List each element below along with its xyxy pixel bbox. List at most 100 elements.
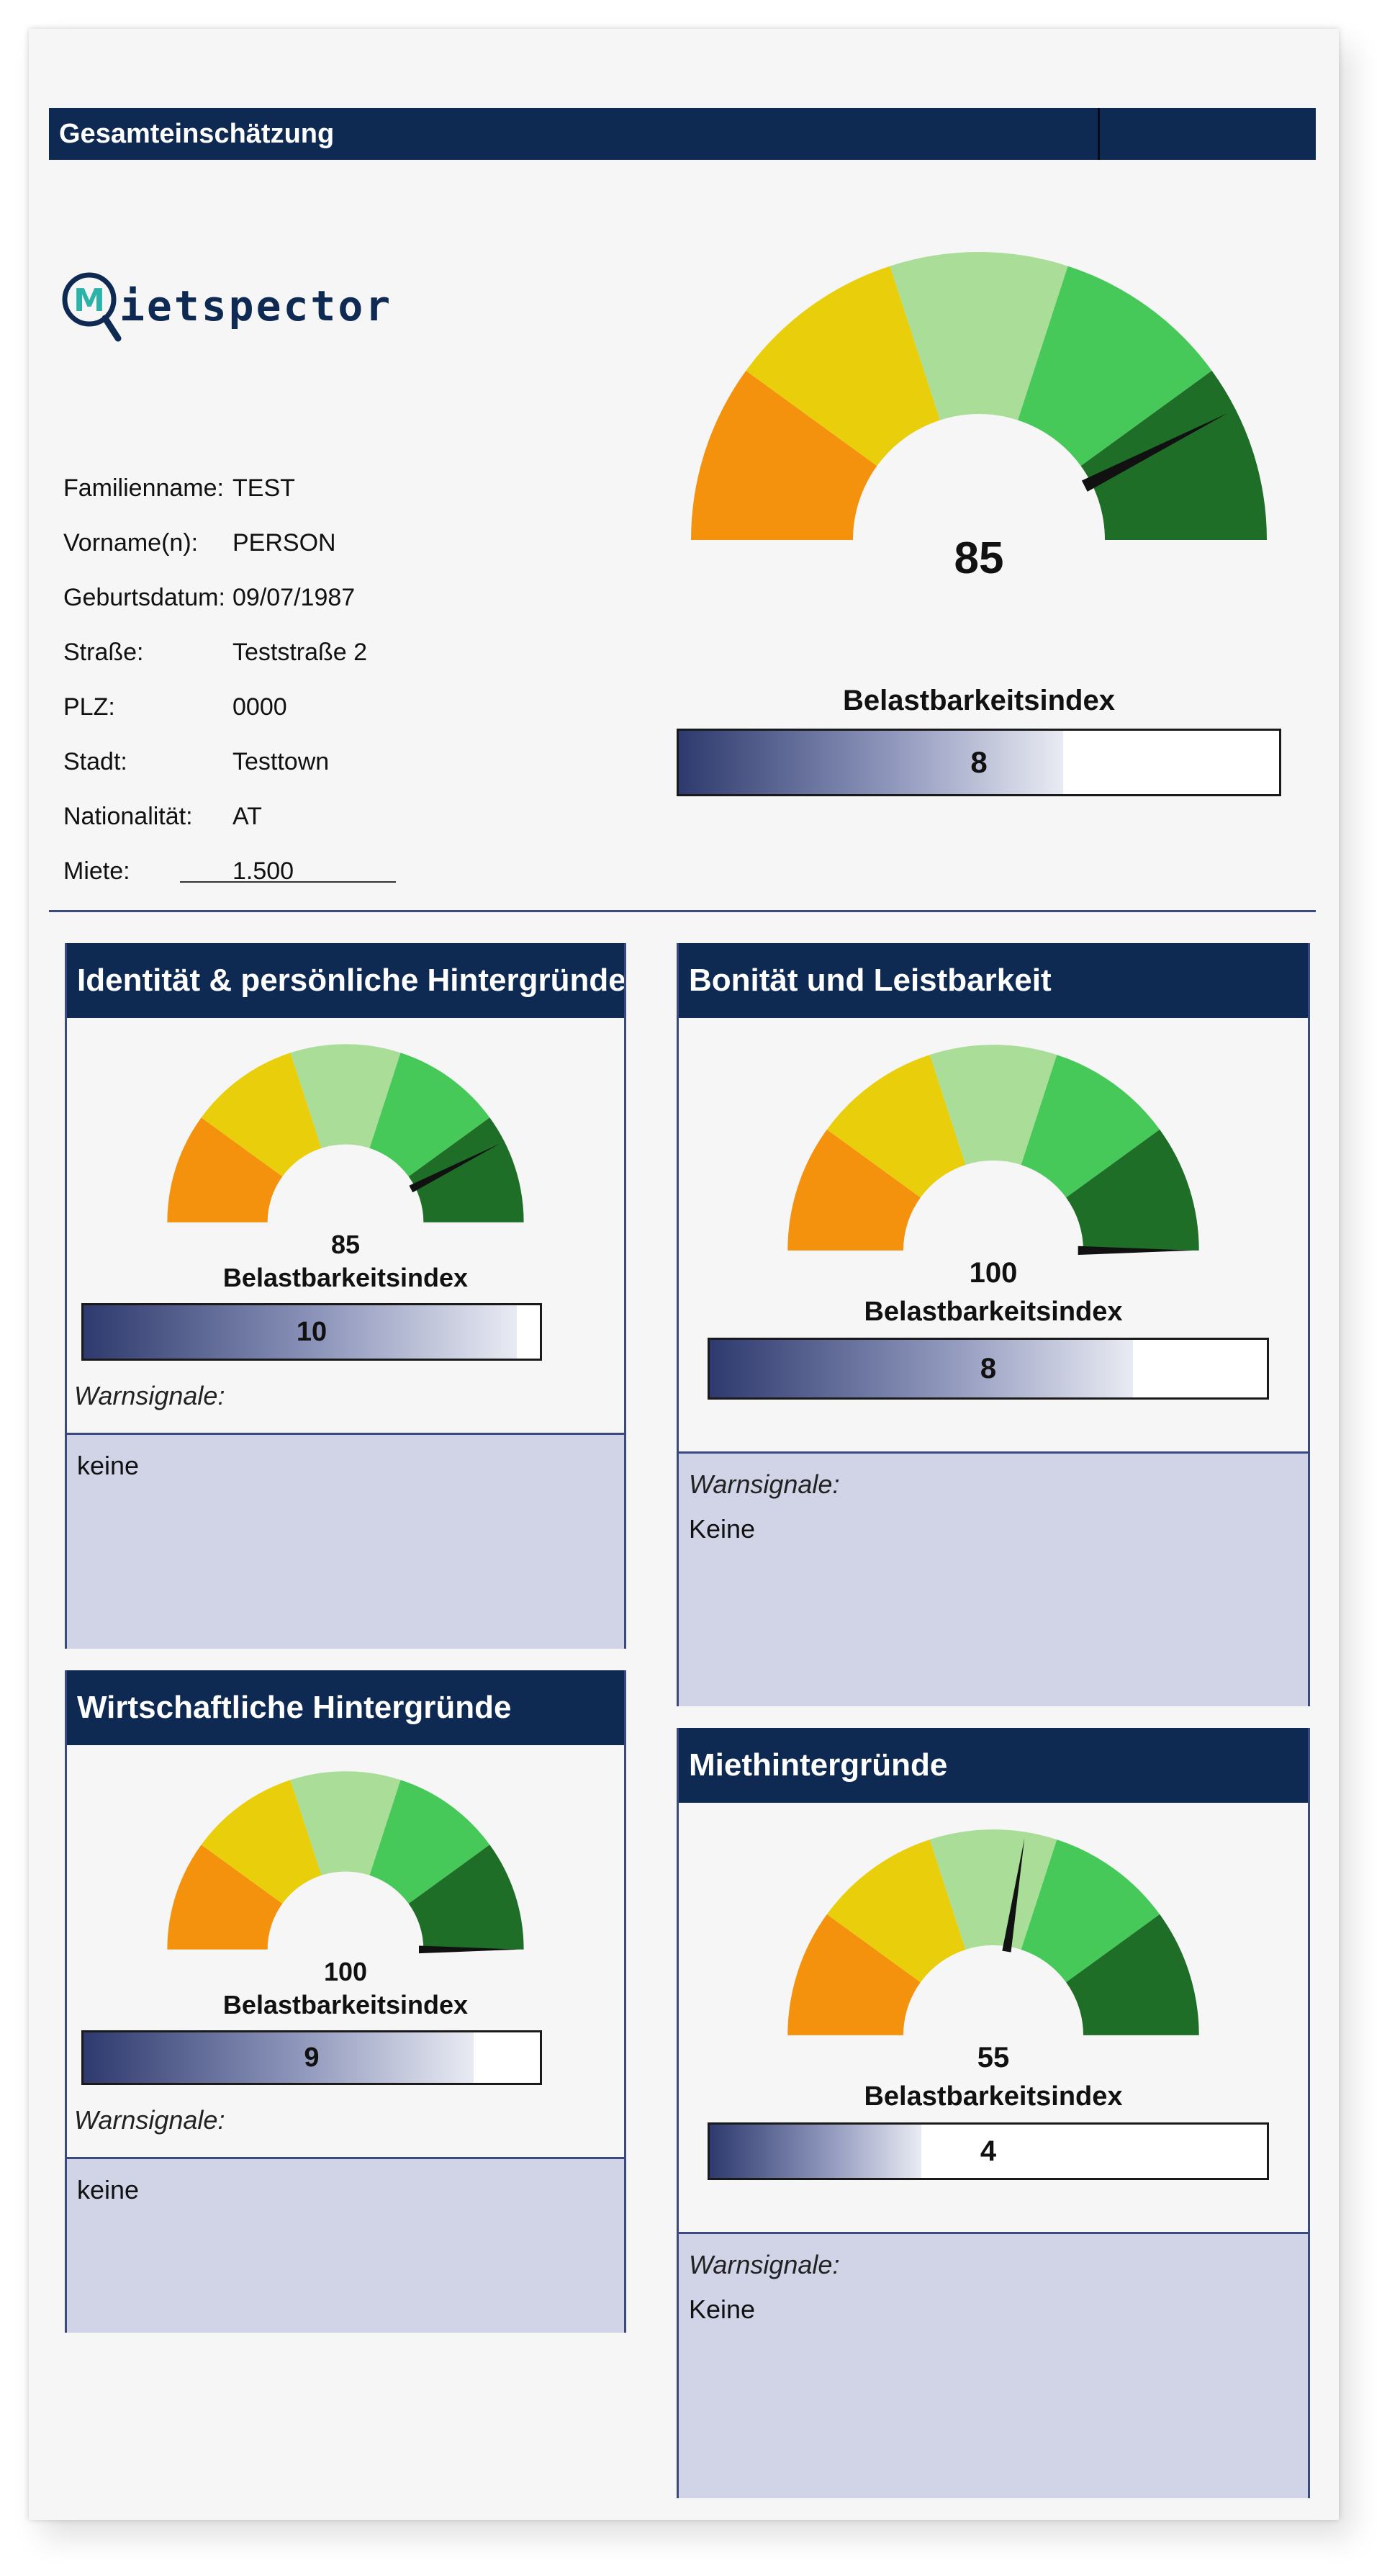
overall-gauge-segment	[1018, 266, 1212, 467]
credit-index-label: Belastbarkeitsindex	[864, 1297, 1123, 1327]
credit-warn-text: Keine	[689, 1514, 756, 1544]
info-row: Miete: 1.500	[63, 844, 367, 899]
magnifier-logo-icon: M	[62, 272, 122, 342]
info-label: Geburtsdatum:	[63, 583, 225, 611]
rental-warn-box: Warnsignale: Keine	[679, 2232, 1308, 2498]
economic-score: 100	[323, 1957, 368, 1986]
economic-index-label: Belastbarkeitsindex	[222, 1990, 469, 2019]
info-row: Vorname(n): PERSON	[63, 515, 367, 570]
identity-warn-box: keine	[67, 1433, 624, 1649]
identity-gauge-segment	[290, 1044, 401, 1148]
credit-index-fill	[710, 1340, 1134, 1397]
rental-index-value: 4	[980, 2135, 997, 2167]
economic-panel-title: Wirtschaftliche Hintergründe	[67, 1670, 624, 1745]
overall-gauge-segment	[691, 370, 877, 540]
logo-mark: M	[73, 282, 105, 319]
info-row: Familienname: TEST	[63, 461, 367, 515]
info-row: Geburtsdatum: 09/07/1987	[63, 570, 367, 625]
economic-gauge-segment	[167, 1845, 283, 1950]
banner-divider	[1098, 108, 1100, 160]
rental-score-gauge	[787, 1829, 1199, 2035]
info-value: 09/07/1987	[232, 583, 356, 611]
rental-gauge-segment	[1066, 1914, 1199, 2035]
economic-score-gauge	[167, 1771, 524, 1954]
rental-gauge-segment	[787, 1914, 921, 2035]
credit-warn-title: Warnsignale:	[689, 1469, 840, 1499]
rental-warn-title: Warnsignale:	[689, 2250, 840, 2279]
personal-info: Familienname: TEST Vorname(n): PERSON Geburt…	[63, 461, 367, 899]
overall-index-value: 8	[970, 745, 988, 779]
info-value: Teststraße 2	[232, 638, 368, 666]
economic-warn-box: keine	[67, 2157, 624, 2333]
identity-gauge-segment	[369, 1053, 490, 1177]
identity-warn-text: keine	[77, 1451, 140, 1480]
rental-gauge-segment	[929, 1829, 1057, 1950]
info-row: Nationalität: AT	[63, 789, 367, 844]
info-label: Vorname(n):	[63, 528, 199, 557]
info-label: Straße:	[63, 638, 144, 666]
info-value: Testtown	[232, 747, 330, 775]
economic-warn-title: Warnsignale:	[74, 2105, 225, 2135]
rental-index-bar: 4	[708, 2122, 1269, 2180]
info-row: PLZ: 0000	[63, 680, 367, 734]
identity-gauge-segment	[167, 1117, 283, 1222]
credit-index-bar: 8	[708, 1338, 1269, 1400]
credit-gauge-needle	[1078, 1246, 1193, 1256]
credit-gauge-segment	[787, 1129, 921, 1251]
credit-index-value: 8	[980, 1352, 997, 1384]
identity-gauge-segment	[201, 1053, 322, 1177]
overall-assessment-title: Gesamteinschätzung	[59, 119, 335, 149]
rental-index-fill	[710, 2125, 922, 2178]
economic-gauge-segment	[290, 1771, 401, 1875]
credit-gauge-segment	[1066, 1129, 1199, 1251]
rental-gauge-needle	[1002, 1838, 1025, 1953]
info-row: Stadt: Testtown	[63, 734, 367, 789]
rental-panel-title: Miethintergründe	[679, 1728, 1308, 1803]
credit-score-gauge	[787, 1045, 1199, 1256]
rental-warn-text: Keine	[689, 2294, 756, 2324]
economic-index-value: 9	[304, 2042, 320, 2073]
economic-gauge-segment	[201, 1780, 322, 1904]
identity-index-value: 10	[296, 1316, 328, 1347]
economic-gauge-segment	[408, 1845, 524, 1950]
overall-index-fill	[679, 731, 1063, 794]
rental-index-label: Belastbarkeitsindex	[864, 2081, 1123, 2112]
info-row: Straße: Teststraße 2	[63, 625, 367, 680]
identity-gauge-segment	[408, 1117, 524, 1222]
info-value: 1.500	[232, 857, 294, 885]
identity-score-gauge	[167, 1044, 524, 1222]
overall-index-label: Belastbarkeitsindex	[843, 685, 1115, 716]
info-label: PLZ:	[63, 693, 115, 721]
credit-panel-title: Bonität und Leistbarkeit	[679, 943, 1308, 1018]
credit-warn-box: Warnsignale: Keine	[679, 1451, 1308, 1706]
overall-gauge-segment	[1080, 370, 1267, 540]
identity-gauge-needle	[409, 1143, 500, 1193]
overall-score-gauge	[691, 252, 1267, 540]
rental-score: 55	[977, 2042, 1010, 2073]
info-label: Miete:	[63, 857, 130, 885]
mietspector-logo: M ietspector	[58, 266, 392, 346]
rental-gauge-segment	[1021, 1839, 1160, 1983]
info-value: PERSON	[232, 528, 336, 557]
info-value: AT	[232, 802, 262, 830]
overall-gauge-segment	[746, 266, 940, 467]
info-label: Nationalität:	[63, 802, 193, 830]
economic-panel-body: 100 Belastbarkeitsindex 9	[67, 1767, 624, 2085]
overall-index-bar: 8	[677, 729, 1281, 796]
overall-gauge-segment	[890, 252, 1068, 420]
info-value: 0000	[232, 693, 287, 721]
logo-wordmark: ietspector	[119, 282, 393, 330]
economic-index-fill	[83, 2032, 474, 2083]
identity-index-label: Belastbarkeitsindex	[222, 1263, 469, 1292]
overall-gauge-section: 85 Belastbarkeitsindex 8	[677, 245, 1281, 796]
credit-panel-body: 100 Belastbarkeitsindex 8	[679, 1040, 1308, 1400]
info-value: TEST	[232, 474, 295, 502]
section-separator	[49, 910, 1316, 912]
identity-index-fill	[83, 1305, 518, 1359]
info-label: Familienname:	[63, 474, 224, 502]
rental-gauge-segment	[826, 1839, 966, 1983]
credit-gauge-segment	[1021, 1055, 1160, 1198]
identity-panel-title: Identität & persönliche Hintergründe	[67, 943, 624, 1018]
economic-gauge-needle	[419, 1945, 519, 1954]
info-underline	[180, 881, 396, 883]
